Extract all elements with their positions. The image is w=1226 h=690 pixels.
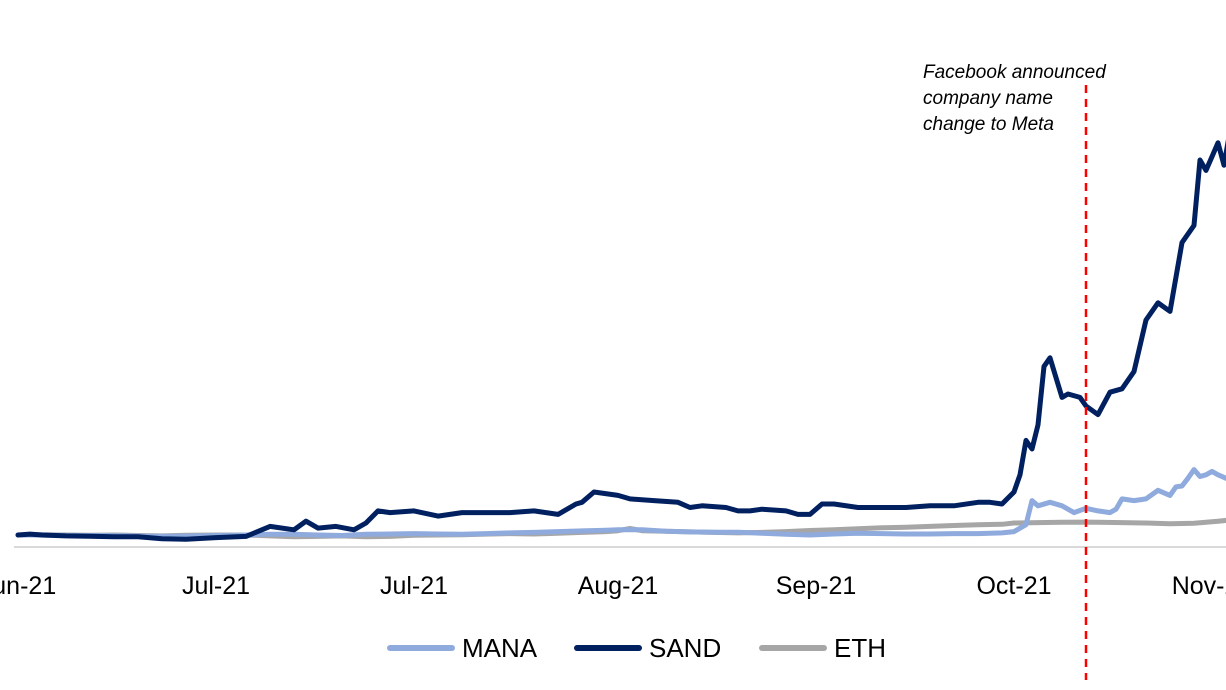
x-tick-label: Oct-21 (976, 572, 1051, 600)
annotation-text-line: change to Meta (923, 114, 1054, 135)
legend-label-sand: SAND (649, 633, 721, 663)
series-line-sand (15, 139, 1226, 542)
x-tick-label: Jul-21 (182, 572, 250, 600)
series-line-mana (15, 467, 1226, 539)
annotation-text-line: Facebook announced (923, 62, 1107, 83)
x-tick-label: Jun-21 (0, 572, 56, 600)
x-tick-label: Nov-21 (1172, 572, 1226, 600)
legend: MANA SAND ETH (387, 633, 886, 663)
x-tick-label: Aug-21 (578, 572, 659, 600)
annotation-text-line: company name (923, 88, 1053, 109)
x-tick-labels: Jun-21 Jul-21 Jul-21 Aug-21 Sep-21 Oct-21 Nov-… (0, 572, 1226, 600)
legend-label-eth: ETH (834, 633, 886, 663)
annotation: Facebook announced company name change to … (923, 62, 1107, 135)
legend-label-mana: MANA (462, 633, 538, 663)
series-layer (15, 139, 1226, 542)
x-tick-label: Sep-21 (776, 572, 857, 600)
x-tick-label: Jul-21 (380, 572, 448, 600)
